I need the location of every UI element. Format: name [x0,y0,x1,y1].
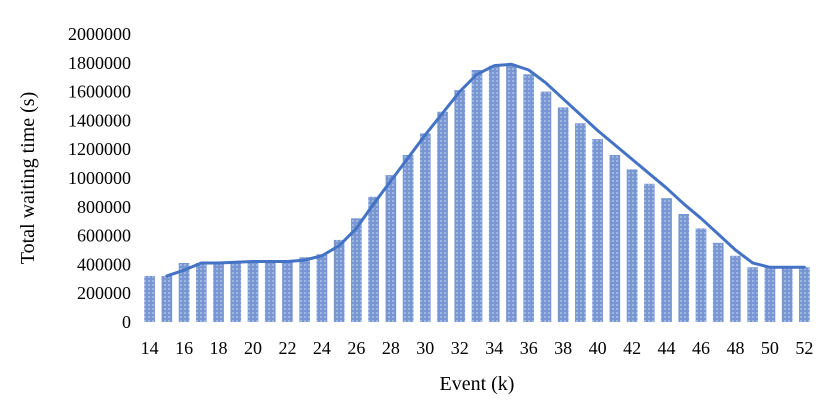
bar-35 [506,65,517,323]
bar-32 [454,90,466,322]
bar-17 [195,262,207,322]
bar-34 [488,65,500,323]
x-tick-label: 44 [658,338,676,358]
bar-16 [178,262,190,322]
bar-45 [678,214,690,322]
bar-26 [351,218,362,322]
bar-38 [557,107,569,322]
x-axis-ticks: 14 16 18 20 22 24 26 28 30 32 34 36 38 40 42 44 46 48 50 52 [141,338,814,358]
x-tick-label: 26 [347,338,365,358]
bar-23 [299,257,311,322]
x-tick-label: 36 [520,338,538,358]
y-tick-label: 800000 [77,197,131,217]
bar-29 [402,154,414,322]
x-tick-label: 50 [761,338,779,358]
bar-24 [316,254,328,322]
bar-42 [626,169,638,322]
bar-15 [161,275,173,322]
trend-line [165,62,806,278]
bar-41 [609,154,621,322]
bar-30 [419,133,431,322]
bar-51 [781,267,793,322]
bar-18 [213,262,224,322]
x-tick-label: 16 [175,338,193,358]
bar-27 [368,196,379,322]
bar-44 [661,198,672,322]
y-axis-ticks: 0 200000 400000 600000 800000 1000000 1200000 1… [68,24,131,332]
x-tick-label: 18 [210,338,228,358]
y-tick-label: 1400000 [68,110,131,130]
x-axis-title: Event (k) [440,373,515,395]
y-tick-label: 1000000 [68,168,131,188]
bar-28 [385,175,397,322]
x-tick-label: 40 [589,338,607,358]
x-tick-label: 52 [795,338,813,358]
bar-20 [247,261,259,322]
bar-39 [575,123,586,322]
bar-33 [471,70,483,322]
bar-50 [764,267,776,322]
bar-19 [230,262,242,322]
bar-46 [695,228,707,322]
y-tick-label: 1200000 [68,139,131,159]
x-tick-label: 22 [278,338,296,358]
bar-52 [799,267,810,322]
x-tick-label: 42 [623,338,641,358]
x-tick-label: 34 [485,338,503,358]
bars [144,65,810,323]
bar-22 [282,261,293,322]
trend-line-path [165,62,806,278]
bar-14 [144,275,155,322]
y-tick-label: 200000 [77,283,131,303]
y-axis-title: Total waiting time (s) [17,92,39,264]
y-tick-label: 1600000 [68,82,131,102]
bar-47 [712,242,724,322]
x-tick-label: 38 [554,338,572,358]
x-tick-label: 24 [313,338,331,358]
x-tick-label: 48 [726,338,744,358]
x-tick-label: 30 [416,338,434,358]
bar-49 [747,267,759,322]
bar-36 [523,74,535,322]
bar-43 [643,183,655,322]
x-tick-label: 46 [692,338,710,358]
y-tick-label: 600000 [77,226,131,246]
bar-31 [437,111,448,322]
bar-21 [264,261,276,322]
bar-48 [730,255,741,322]
bar-40 [592,139,603,322]
bar-25 [333,239,345,322]
y-tick-label: 400000 [77,254,131,274]
bar-37 [540,91,552,322]
x-tick-label: 32 [451,338,469,358]
y-tick-label: 1800000 [68,53,131,73]
x-tick-label: 14 [141,338,159,358]
y-tick-label: 2000000 [68,24,131,44]
x-tick-label: 20 [244,338,262,358]
y-tick-label: 0 [122,312,131,332]
x-tick-label: 28 [382,338,400,358]
